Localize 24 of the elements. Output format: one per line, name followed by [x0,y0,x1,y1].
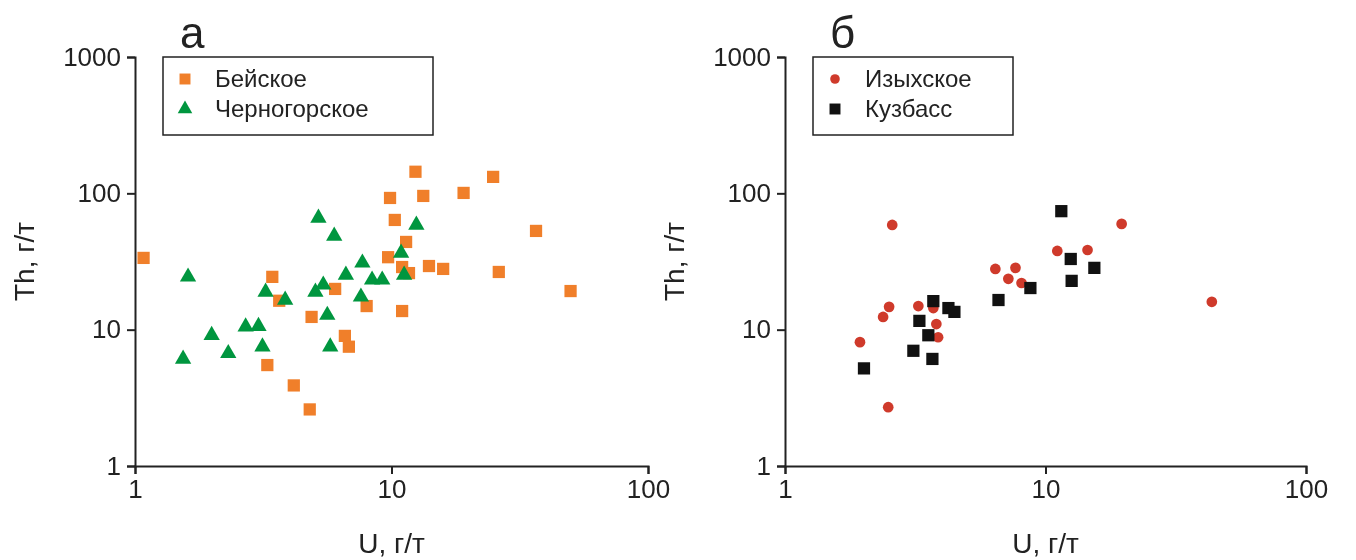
y-axis-title: Th, г/т [9,221,40,302]
y-tick-label: 1 [106,450,121,481]
x-axis-title: U, г/т [1012,528,1079,559]
x-tick-label: 1 [778,474,793,505]
x-tick-label: 100 [1284,474,1329,505]
x-tick-label: 100 [626,474,671,505]
legend-label: Черногорское [215,95,369,123]
legend-label: Бейское [215,65,307,93]
y-tick-label: 10 [92,314,121,345]
chart-title: а [180,8,205,57]
legend-label: Изыхское [865,65,972,93]
x-axis-title: U, г/т [358,528,425,559]
x-tick-label: 10 [1031,474,1061,505]
x-tick-label: 1 [128,474,143,505]
y-tick-label: 100 [727,178,771,209]
chart-title: б [830,8,856,57]
y-tick-label: 1000 [63,41,121,72]
y-tick-label: 10 [742,314,771,345]
y-axis-title: Th, г/т [659,221,690,302]
y-tick-label: 100 [77,178,121,209]
y-tick-label: 1000 [713,41,771,72]
legend-label: Кузбасс [865,95,953,123]
y-tick-label: 1 [756,450,771,481]
x-tick-label: 10 [377,474,407,505]
